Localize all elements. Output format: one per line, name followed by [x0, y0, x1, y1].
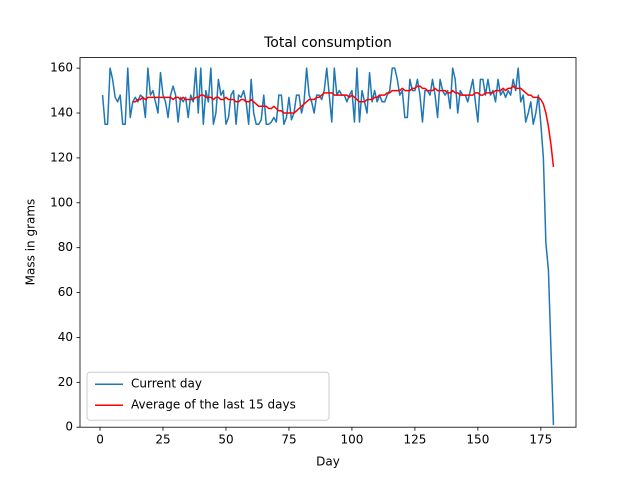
x-tick-label: 25 [155, 433, 170, 447]
x-tick-label: 0 [96, 433, 104, 447]
legend-box [86, 371, 330, 421]
series-line [101, 67, 555, 425]
y-tick-label: 80 [58, 240, 73, 254]
y-axis-label: Mass in grams [24, 199, 38, 286]
plot-area: 0 25 50 75 100 125 150 175 0 20 40 60 80 100 120 140 160… [50, 57, 577, 447]
x-axis-label: Day [316, 455, 340, 469]
legend-label: Current day [131, 377, 202, 391]
y-tick-label: 160 [50, 61, 73, 75]
x-tick-label: 75 [281, 433, 296, 447]
x-tick-label: 100 [340, 433, 363, 447]
y-tick-label: 20 [58, 375, 73, 389]
legend-label: Average of the last 15 days [131, 398, 296, 412]
y-tick-label: 140 [50, 106, 73, 120]
y-tick-label: 100 [50, 195, 73, 209]
y-tick-label: 60 [58, 285, 73, 299]
x-tick-label: 150 [466, 433, 489, 447]
y-tick-label: 40 [58, 330, 73, 344]
axes-frame [79, 57, 577, 428]
chart-title: Total consumption [263, 35, 392, 51]
x-tick-label: 50 [218, 433, 233, 447]
x-tick-label: 125 [403, 433, 426, 447]
y-tick-label: 0 [65, 420, 73, 434]
series-line [132, 85, 555, 167]
x-tick-label: 175 [529, 433, 552, 447]
y-tick-label: 120 [50, 150, 73, 164]
